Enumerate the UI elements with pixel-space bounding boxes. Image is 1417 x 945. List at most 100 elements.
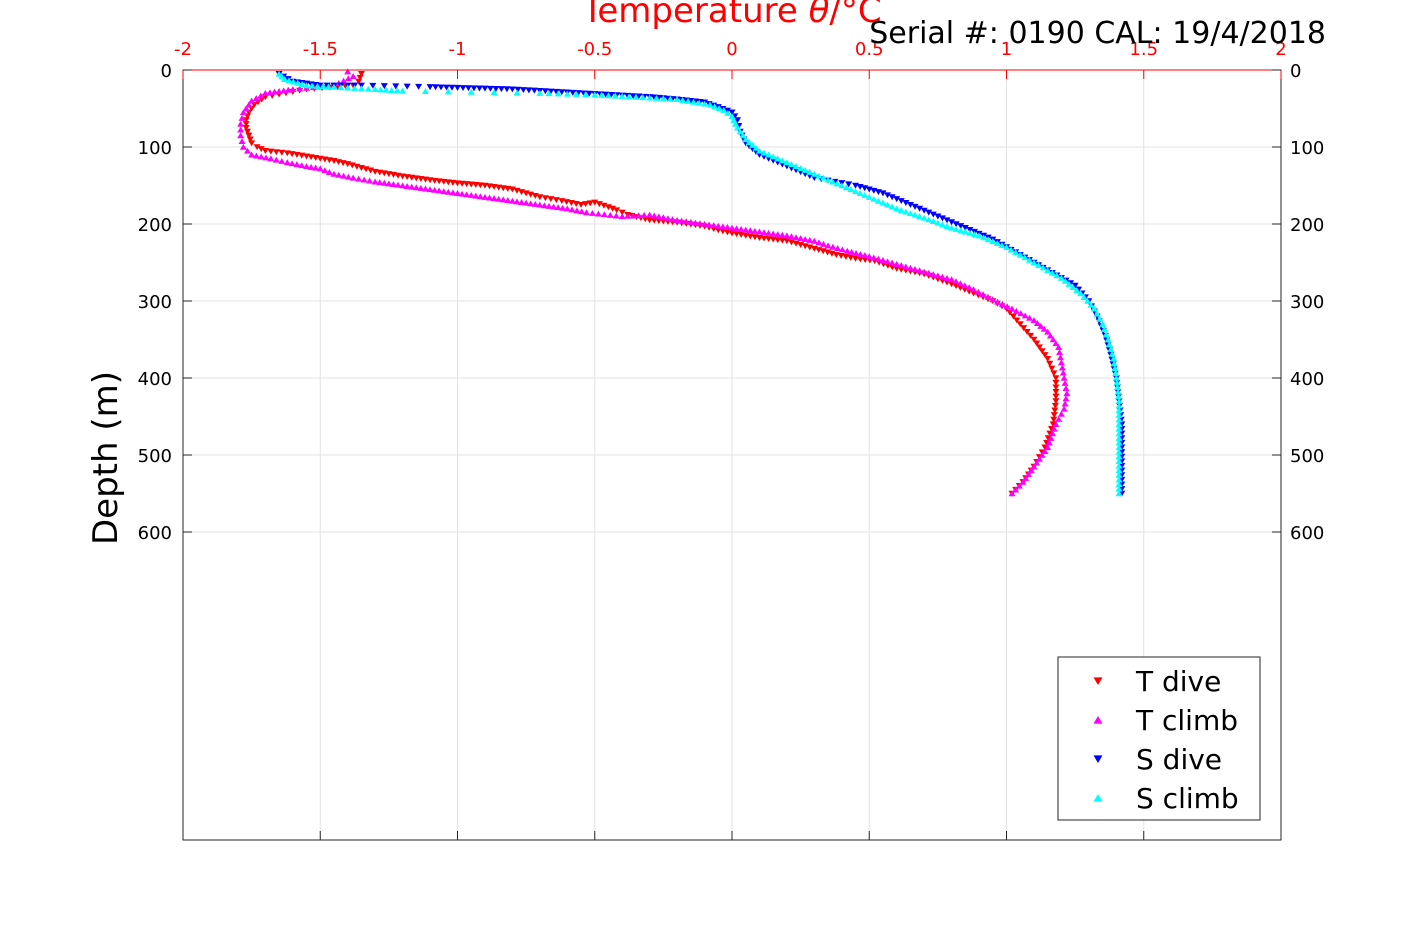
data-point (1104, 336, 1112, 343)
data-point-interp (1113, 384, 1121, 391)
data-point-interp (237, 126, 245, 133)
data-point-interp (659, 214, 667, 221)
data-point-interp (957, 223, 965, 230)
data-point-interp (595, 201, 603, 208)
data-point (1052, 421, 1060, 427)
data-point-interp (925, 269, 933, 276)
data-point-interp (1025, 256, 1033, 263)
data-point (706, 101, 714, 108)
data-point (810, 170, 818, 177)
data-point (755, 228, 763, 235)
data-point-interp (307, 163, 315, 170)
data-point (632, 93, 640, 100)
y-tick-label-right: 600 (1290, 523, 1324, 544)
data-point-interp (984, 293, 992, 300)
data-point-interp (902, 263, 910, 270)
data-point-interp (1027, 467, 1035, 474)
data-point-interp (1052, 384, 1060, 391)
data-point-interp (893, 196, 901, 203)
data-point (536, 194, 544, 201)
data-point-interp (943, 279, 951, 286)
data-point (838, 182, 846, 189)
data-point-interp (957, 227, 965, 234)
data-point-interp (655, 213, 663, 220)
data-point-interp (820, 174, 827, 181)
data-point-interp (244, 147, 252, 154)
grid-lines (183, 70, 1281, 840)
data-point-interp (787, 161, 795, 168)
data-point-interp (888, 194, 896, 201)
x-tick-label: 1.5 (1129, 39, 1158, 60)
data-point-interp (499, 196, 507, 203)
data-point-interp (1041, 448, 1049, 454)
data-point-interp (961, 286, 969, 293)
data-point-interp (1114, 393, 1122, 400)
data-point (1110, 355, 1118, 362)
y-tick-label-right: 0 (1290, 61, 1301, 82)
data-point-interp (448, 84, 456, 91)
data-point-interp (393, 87, 401, 94)
data-point-interp (475, 85, 483, 92)
data-point-interp (711, 103, 719, 110)
data-point-interp (312, 164, 320, 171)
data-point (948, 276, 956, 283)
data-point-interp (1062, 395, 1070, 402)
data-point-interp (961, 228, 969, 235)
data-point-interp (723, 107, 731, 114)
data-point-interp (275, 88, 283, 94)
data-point-interp (1115, 439, 1123, 446)
y-tick-label-left: 0 (161, 61, 172, 82)
data-point (742, 136, 750, 143)
data-point-interp (403, 83, 411, 90)
data-point-interp (1039, 264, 1047, 271)
data-point-interp (687, 218, 695, 225)
data-point-interp (604, 92, 612, 99)
data-point (239, 109, 247, 116)
data-point (399, 182, 407, 189)
data-point-interp (897, 206, 905, 213)
data-point-interp (856, 190, 864, 196)
data-point-interp (545, 202, 553, 209)
data-point-interp (938, 215, 946, 222)
data-point-interp (609, 205, 617, 212)
data-point (613, 207, 621, 214)
data-point (536, 89, 544, 96)
data-point-interp (573, 207, 581, 214)
data-point (371, 86, 379, 93)
data-point-interp (415, 83, 423, 90)
legend-marker (1093, 755, 1103, 764)
data-point-interp (765, 229, 773, 236)
data-point-interp (774, 155, 782, 162)
y-tick-label-left: 300 (138, 292, 172, 313)
data-point (1030, 317, 1038, 324)
data-point (577, 201, 585, 208)
legend-entry-label: T dive (1135, 665, 1221, 698)
data-point-interp (569, 89, 577, 96)
data-point-interp (994, 298, 1002, 305)
data-point (893, 205, 901, 212)
data-point (1090, 305, 1098, 312)
data-point (1057, 359, 1065, 366)
data-point-interp (541, 88, 549, 95)
data-point (536, 201, 544, 208)
data-point-interp (337, 84, 345, 91)
data-point-interp (600, 202, 608, 209)
data-point (558, 198, 566, 205)
data-point-interp (366, 177, 374, 184)
data-point (563, 205, 571, 212)
data-point-interp (998, 300, 1006, 307)
data-point (1099, 320, 1107, 327)
data-point-interp (550, 203, 558, 210)
data-point-interp (845, 181, 853, 188)
data-point-interp (1046, 360, 1054, 367)
data-point (1115, 397, 1123, 404)
data-point-interp (938, 221, 946, 228)
data-point-interp (691, 219, 699, 226)
data-point-interp (497, 86, 505, 93)
data-point-interp (838, 246, 846, 253)
data-point-interp (1020, 325, 1028, 332)
data-point-interp (1024, 471, 1032, 478)
y-tick-label-left: 600 (138, 523, 172, 544)
data-point (1115, 444, 1123, 451)
data-point-interp (490, 89, 498, 96)
